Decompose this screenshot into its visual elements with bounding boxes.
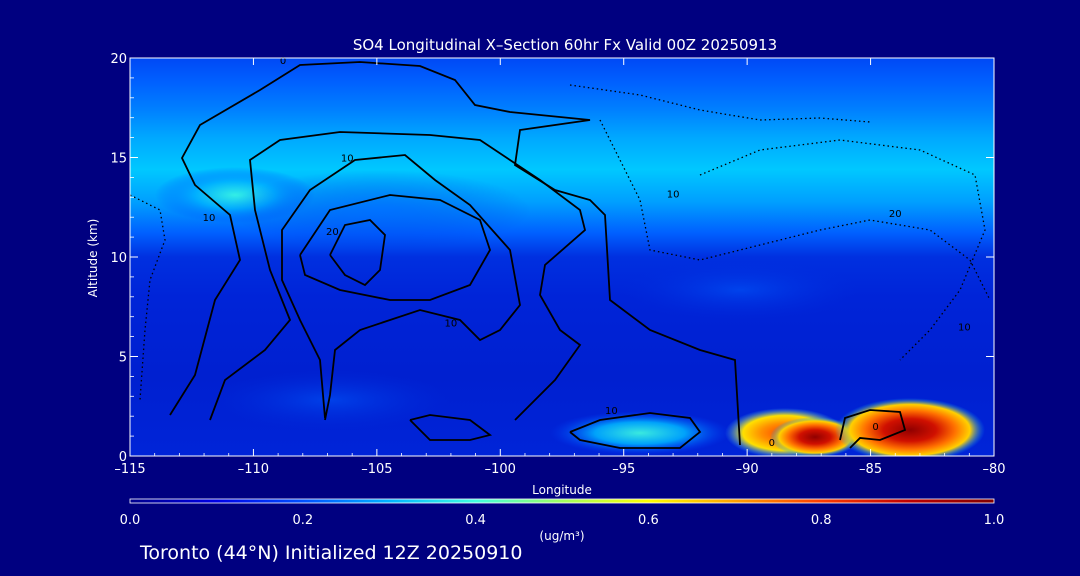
- contour-lines: [169, 61, 907, 449]
- y-tick-label: 10: [110, 251, 127, 266]
- footer-caption: Toronto (44°N) Initialized 12Z 20250910: [140, 542, 523, 564]
- heatmap-surface-hot-2: [835, 398, 985, 456]
- x-tick-label: –90: [736, 462, 759, 477]
- x-axis-label: Longitude: [532, 483, 592, 497]
- contour-labels: 0 10 20 10 10 10 20 10 10 0 0: [203, 56, 971, 449]
- x-tick-label: –85: [859, 462, 882, 477]
- contour-label: 10: [958, 323, 971, 334]
- colorbar-tick-label: 0.2: [292, 513, 313, 528]
- colorbar-ticks: 0.0 0.2 0.4 0.6 0.8 1.0: [120, 513, 1005, 528]
- contour-label: 20: [889, 209, 902, 220]
- x-tick-label: –110: [238, 462, 269, 477]
- contour-negative-west: [130, 194, 166, 401]
- contour-label: 10: [667, 189, 680, 200]
- contour-label: 10: [445, 319, 458, 330]
- contour-label: 10: [341, 153, 354, 164]
- x-tick-label: –95: [612, 462, 635, 477]
- x-tick-label: –115: [114, 462, 145, 477]
- y-axis-label: Altitude (km): [86, 219, 100, 298]
- contour-label: 20: [326, 227, 339, 238]
- contour-label: 10: [605, 406, 618, 417]
- colorbar-tick-label: 0.6: [638, 513, 659, 528]
- contour-10-solid: [281, 154, 521, 421]
- contour-lower-solid: [409, 414, 493, 441]
- y-axis: 0 5 10 15 20: [110, 52, 994, 465]
- contour-negative-top: [569, 84, 871, 123]
- y-tick-label: 20: [110, 52, 127, 67]
- contour-label: 0: [769, 438, 775, 449]
- heatmap-upper-blue: [230, 170, 530, 250]
- x-tick-label: –100: [485, 462, 516, 477]
- contour-20-solid: [329, 219, 386, 287]
- colorbar-tick-label: 0.0: [120, 513, 141, 528]
- chart-title: SO4 Longitudinal X–Section 60hr Fx Valid…: [353, 36, 777, 54]
- colorbar-tick-label: 1.0: [984, 513, 1005, 528]
- heatmap-mid-blue: [620, 260, 860, 320]
- colorbar-tick-label: 0.4: [465, 513, 486, 528]
- contour-label: 10: [203, 213, 216, 224]
- contour-inner-ring: [299, 194, 491, 301]
- contour-negative-10: [599, 119, 991, 301]
- contour-5-solid: [209, 131, 587, 421]
- heatmap-lower-blue: [210, 370, 450, 430]
- x-tick-label: –80: [982, 462, 1005, 477]
- contour-lines-dotted: [130, 84, 991, 401]
- colorbar-gradient: [130, 499, 994, 503]
- contour-0-solid: [169, 61, 741, 446]
- x-tick-label: –105: [361, 462, 392, 477]
- contour-surface-solid: [569, 412, 702, 449]
- contour-label: 0: [280, 56, 286, 67]
- y-tick-label: 15: [110, 152, 127, 167]
- x-axis: –115 –110 –105 –100 –95 –90 –85 –80: [114, 58, 1006, 477]
- contour-east-solid: [839, 409, 907, 449]
- colorbar-units: (ug/m³): [539, 529, 584, 543]
- colorbar-tick-label: 0.8: [811, 513, 832, 528]
- contour-label: 0: [872, 422, 878, 433]
- y-tick-label: 0: [119, 450, 127, 465]
- heatmap-field: [130, 58, 994, 456]
- colorbar-frame: [129, 498, 995, 504]
- y-tick-label: 5: [119, 351, 127, 366]
- colorbar: 0.0 0.2 0.4 0.6 0.8 1.0 (ug/m³): [120, 498, 1005, 543]
